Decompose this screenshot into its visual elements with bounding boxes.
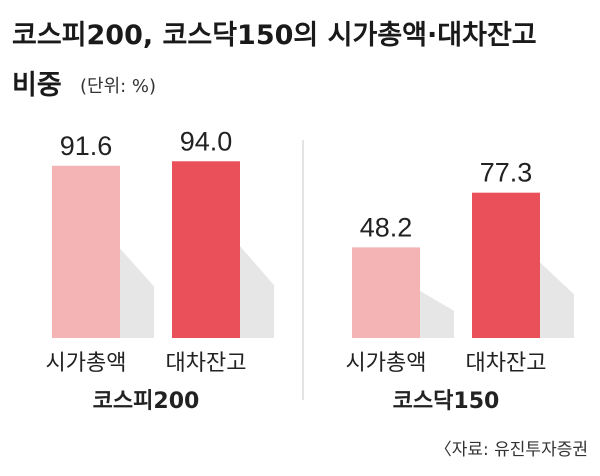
bar-0-0	[52, 165, 120, 338]
value-label: 94.0	[180, 126, 233, 156]
chart-title-line-1: 코스피200, 코스닥150의 시가총액·대차잔고	[12, 20, 537, 51]
group-label: 코스피200	[93, 389, 200, 414]
category-label: 대차잔고	[166, 351, 247, 376]
bar-1-0	[352, 247, 420, 338]
bar-shadow	[420, 290, 454, 338]
bar-shadow	[120, 248, 154, 338]
group-label: 코스닥150	[393, 389, 500, 414]
bar-shadow	[240, 246, 274, 338]
value-label: 48.2	[360, 212, 413, 242]
bar-shadow	[540, 262, 574, 338]
category-label: 대차잔고	[466, 351, 547, 376]
chart-title-line-2: 비중	[12, 70, 62, 101]
category-label: 시가총액	[46, 351, 127, 376]
bar-0-1	[172, 161, 240, 338]
source-note: 〈자료: 유진투자증권	[435, 440, 588, 460]
bar-1-1	[472, 192, 540, 338]
category-label: 시가총액	[346, 351, 427, 376]
unit-label: (단위: %)	[80, 76, 156, 97]
value-label: 77.3	[480, 158, 533, 188]
value-label: 91.6	[60, 131, 113, 161]
